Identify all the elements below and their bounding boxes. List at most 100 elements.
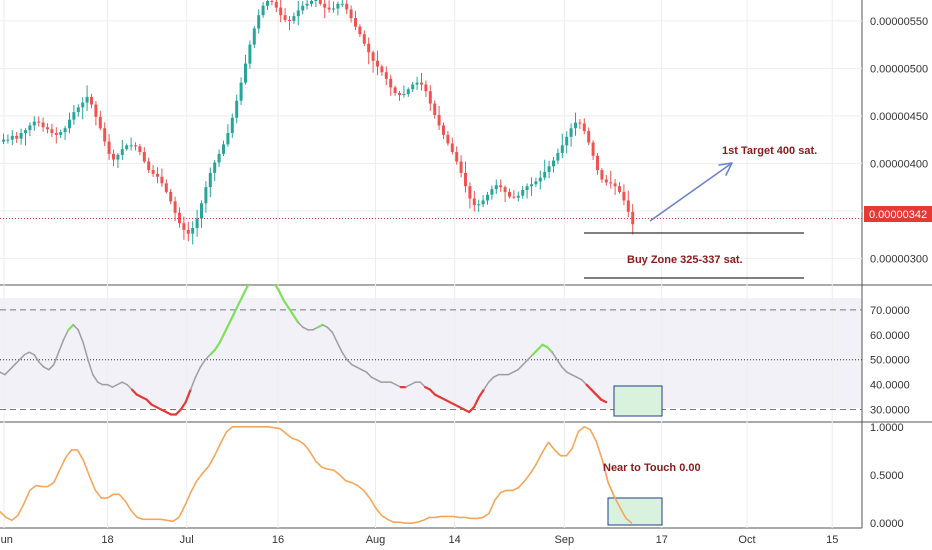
candle-body — [63, 128, 67, 133]
candle-body — [76, 107, 80, 113]
candle-body — [314, 0, 318, 1]
current-price-box — [864, 206, 932, 222]
candle-body — [428, 91, 432, 104]
rsi-reference-lines — [0, 309, 862, 411]
rsi-segment — [121, 381, 128, 386]
rsi-segment — [48, 363, 55, 371]
candle-body — [24, 130, 27, 133]
candle-body — [516, 195, 520, 198]
rsi-segment — [370, 376, 378, 381]
candle-body — [578, 122, 582, 124]
rsi-segment — [111, 383, 119, 388]
rsi-segment — [130, 388, 138, 396]
rsi-segment — [72, 324, 79, 331]
candle-body — [112, 153, 115, 160]
rsi-segment — [566, 371, 573, 376]
rsi-segment — [13, 358, 21, 366]
rsi-segment — [92, 373, 99, 383]
rsi-segment — [531, 348, 539, 356]
candle-body — [367, 43, 371, 53]
candle-body — [160, 176, 164, 184]
rsi-segment — [189, 376, 197, 391]
rsi-segment — [282, 298, 290, 309]
chart-drawings — [584, 162, 804, 526]
candle-body — [15, 135, 19, 139]
rsi-tick-label: 40.0000 — [870, 380, 910, 392]
x-tick-label: 16 — [272, 534, 284, 546]
candle-body — [354, 18, 357, 27]
candle-body — [222, 144, 225, 154]
candle-body — [406, 89, 410, 95]
rsi-tail-segment — [600, 398, 608, 404]
rsi-segment — [360, 368, 368, 373]
rsi-segment — [57, 339, 65, 354]
rsi-segment — [468, 405, 476, 414]
rsi-tail-segment — [585, 383, 593, 391]
current-price-label: 0.00000342 — [869, 209, 927, 221]
rsi-segment — [145, 398, 153, 406]
candle-body — [134, 145, 137, 147]
candle-body — [41, 122, 45, 128]
x-tick-label: Sep — [554, 534, 574, 546]
candle-body — [270, 0, 274, 2]
candle-body — [398, 93, 401, 95]
candle-body — [345, 3, 349, 10]
rsi-segment — [53, 351, 60, 366]
rsi-segment — [527, 353, 534, 361]
candle-body — [19, 133, 23, 139]
candle-body — [169, 191, 173, 202]
candle-body — [204, 187, 208, 204]
rsi-tick-label: 60.0000 — [870, 330, 910, 342]
candle-body — [252, 28, 256, 45]
candle-body — [362, 34, 366, 44]
candle-body — [239, 82, 243, 101]
candle-body — [318, 0, 322, 4]
rsi-segment — [556, 358, 563, 368]
candle-body — [81, 102, 85, 108]
candle-body — [499, 185, 503, 188]
rsi-tail-segment — [590, 388, 598, 396]
rsi-segment — [326, 326, 334, 334]
rsi-segment — [43, 366, 50, 371]
price-tick-label: 0.00000550 — [870, 16, 928, 28]
rsi-segment — [375, 378, 382, 383]
candle-body — [332, 8, 335, 10]
candle-body — [68, 119, 71, 129]
rsi-segment — [287, 306, 295, 316]
candle-body — [508, 191, 511, 197]
candle-body — [626, 200, 630, 212]
candle-body — [494, 185, 498, 190]
rsi-segment — [209, 348, 217, 356]
rsi-segment — [492, 373, 500, 378]
candle-body — [340, 3, 344, 5]
rsi-segment — [487, 376, 495, 383]
candle-body — [459, 161, 463, 173]
candle-body — [37, 121, 41, 123]
candle-body — [574, 122, 577, 129]
x-tick-label: Jul — [180, 534, 194, 546]
rsi-segment — [546, 346, 554, 354]
price-tick-label: 0.00000450 — [870, 111, 928, 123]
candle-body — [54, 133, 58, 135]
x-tick-label: 18 — [101, 534, 113, 546]
candle-body — [173, 201, 177, 213]
candle-body — [455, 152, 459, 162]
rsi-tick-label: 30.0000 — [870, 405, 910, 417]
candle-body — [587, 131, 591, 143]
rsi-segment — [116, 381, 123, 386]
target-arrow-shaft — [649, 162, 733, 222]
candle-body — [464, 172, 467, 187]
candle-body — [59, 132, 63, 135]
rsi-segment — [4, 368, 11, 376]
candle-body — [323, 3, 327, 8]
rsi-segment — [580, 378, 588, 386]
candle-body — [107, 141, 111, 154]
rsi-segment — [419, 381, 426, 388]
candle-body — [376, 60, 379, 67]
rsi-segment — [404, 383, 412, 388]
rsi-segment — [477, 388, 485, 399]
stoch-tick-label: 0.0000 — [870, 518, 904, 530]
rsi-segment — [341, 351, 348, 361]
rsi-segment — [356, 366, 363, 371]
candle-body — [442, 125, 445, 135]
